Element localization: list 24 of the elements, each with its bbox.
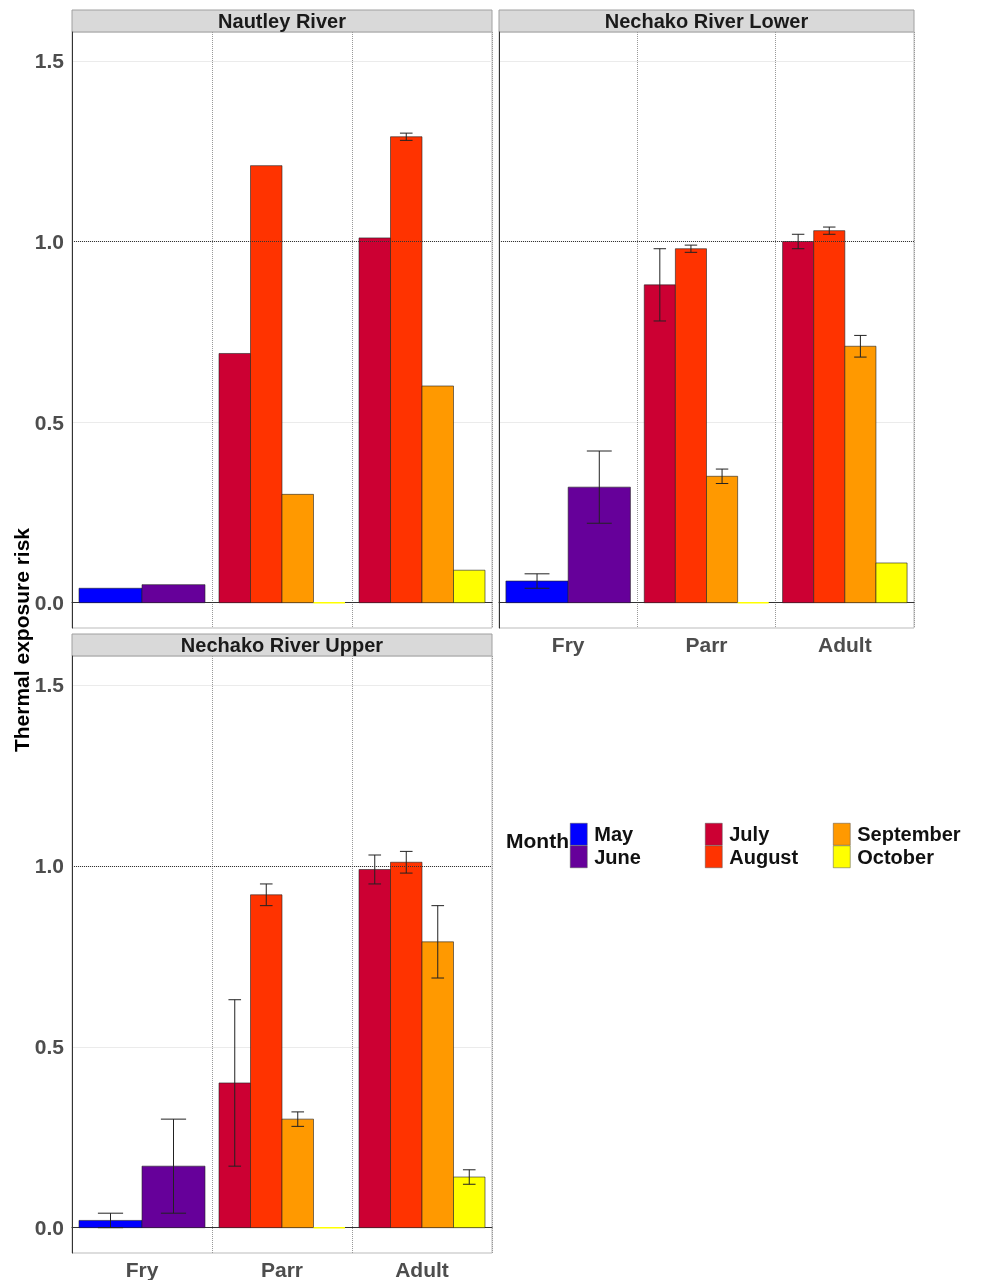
y-tick-label: 0.0	[34, 1216, 64, 1240]
x-tick-label: Adult	[818, 633, 872, 656]
y-tick-label: 0.0	[34, 591, 64, 615]
x-tick-label: Fry	[551, 633, 585, 656]
legend-title: Month	[506, 829, 569, 852]
y-tick-label: 0.5	[34, 1035, 65, 1059]
chart-title: Nautley River	[218, 10, 347, 32]
y-tick-label: 1.5	[34, 673, 65, 697]
y-axis-title: Thermal exposure risk	[10, 527, 34, 753]
legend-label: May	[594, 823, 635, 846]
legend-label: August	[729, 845, 799, 868]
y-tick-label: 0.5	[34, 410, 65, 434]
legend-label: July	[729, 823, 771, 846]
chart-title: Nechako River Lower	[604, 10, 809, 32]
legend-label: October	[857, 845, 935, 868]
y-tick-label: 1.0	[34, 230, 64, 253]
chart-title: Nechako River Upper	[180, 634, 384, 656]
x-tick-label: Parr	[260, 1258, 304, 1280]
legend-label: June	[594, 845, 641, 868]
y-tick-label: 1.5	[34, 49, 65, 73]
y-tick-label: 1.0	[34, 854, 64, 878]
legend-label: September	[857, 823, 961, 846]
x-tick-label: Adult	[395, 1258, 449, 1280]
x-tick-label: Parr	[685, 633, 728, 656]
